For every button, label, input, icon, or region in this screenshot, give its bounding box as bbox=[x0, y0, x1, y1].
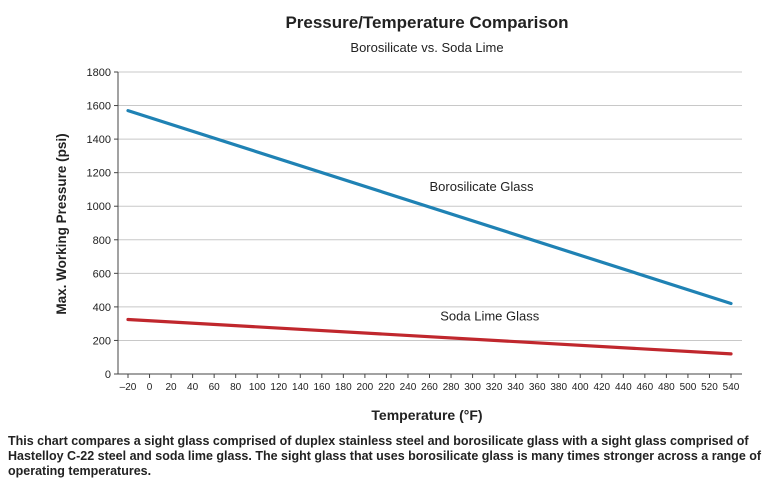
x-tick-label: –20 bbox=[120, 382, 137, 393]
x-tick-label: 300 bbox=[464, 382, 481, 393]
x-tick-label: 400 bbox=[572, 382, 589, 393]
y-axis-label: Max. Working Pressure (psi) bbox=[54, 133, 69, 314]
chart-subtitle: Borosilicate vs. Soda Lime bbox=[350, 40, 503, 55]
x-tick-label: 40 bbox=[187, 382, 199, 393]
x-tick-label: 20 bbox=[166, 382, 178, 393]
y-axis-ticks: 0 200 400 600 800 1000 1200 1400 1600 1800 bbox=[87, 67, 118, 381]
y-tick-label: 1800 bbox=[87, 67, 111, 79]
x-axis-label: Temperature (°F) bbox=[371, 407, 482, 423]
x-tick-label: 160 bbox=[313, 382, 330, 393]
x-tick-label: 520 bbox=[701, 382, 718, 393]
x-tick-label: 0 bbox=[147, 382, 153, 393]
x-tick-label: 180 bbox=[335, 382, 352, 393]
y-tick-label: 1000 bbox=[87, 201, 111, 213]
series-label: Borosilicate Glass bbox=[430, 179, 535, 194]
x-tick-label: 80 bbox=[230, 382, 242, 393]
x-tick-label: 220 bbox=[378, 382, 395, 393]
series-line bbox=[126, 317, 733, 356]
x-tick-label: 240 bbox=[400, 382, 417, 393]
x-tick-label: 140 bbox=[292, 382, 309, 393]
x-tick-label: 540 bbox=[723, 382, 740, 393]
series-line bbox=[126, 108, 733, 306]
y-tick-label: 400 bbox=[93, 302, 111, 314]
series-label: Soda Lime Glass bbox=[440, 308, 539, 323]
x-tick-label: 200 bbox=[357, 382, 374, 393]
y-tick-label: 1200 bbox=[87, 168, 111, 180]
x-tick-label: 260 bbox=[421, 382, 438, 393]
series-labels: Borosilicate Glass Soda Lime Glass bbox=[430, 179, 540, 323]
y-tick-label: 1600 bbox=[87, 101, 111, 113]
x-tick-label: 480 bbox=[658, 382, 675, 393]
axes bbox=[117, 72, 742, 375]
x-tick-label: 380 bbox=[550, 382, 567, 393]
y-tick-label: 200 bbox=[93, 335, 111, 347]
x-tick-label: 340 bbox=[507, 382, 524, 393]
x-tick-label: 500 bbox=[680, 382, 697, 393]
series-lines bbox=[126, 108, 733, 356]
x-tick-label: 320 bbox=[486, 382, 503, 393]
y-tick-label: 600 bbox=[93, 268, 111, 280]
x-axis-ticks: –20 0 20 40 60 80 100 120 140 160 180 200 220 240 260 2… bbox=[120, 374, 740, 393]
x-tick-label: 120 bbox=[270, 382, 287, 393]
x-tick-label: 420 bbox=[593, 382, 610, 393]
chart-title: Pressure/Temperature Comparison bbox=[285, 13, 568, 32]
chart-caption: This chart compares a sight glass compri… bbox=[8, 434, 762, 478]
y-tick-label: 800 bbox=[93, 235, 111, 247]
pressure-temperature-chart: Pressure/Temperature Comparison Borosili… bbox=[54, 13, 742, 423]
x-tick-label: 60 bbox=[209, 382, 221, 393]
x-tick-label: 100 bbox=[249, 382, 266, 393]
x-tick-label: 440 bbox=[615, 382, 632, 393]
x-tick-label: 360 bbox=[529, 382, 546, 393]
x-tick-label: 280 bbox=[443, 382, 460, 393]
x-tick-label: 460 bbox=[637, 382, 654, 393]
y-tick-label: 1400 bbox=[87, 134, 111, 146]
y-tick-label: 0 bbox=[105, 369, 111, 381]
